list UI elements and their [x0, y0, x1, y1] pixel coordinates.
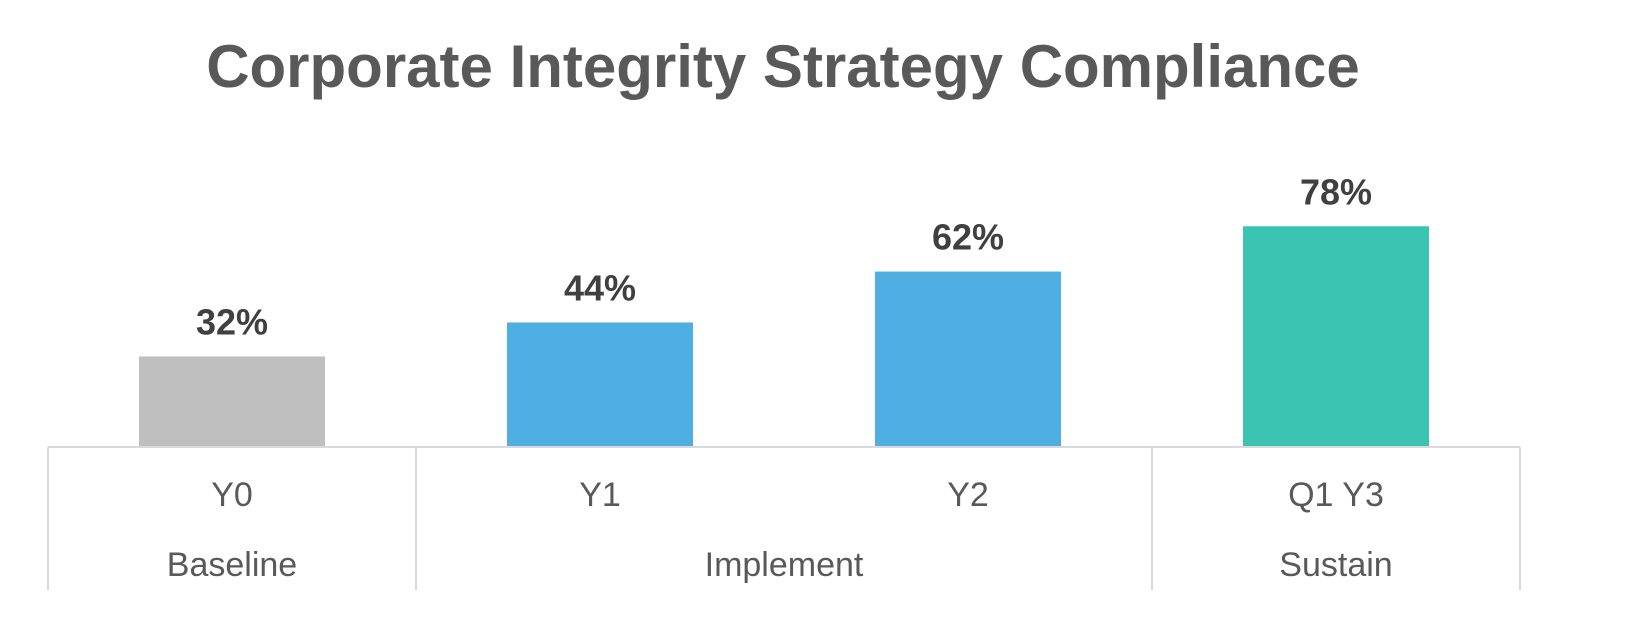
- bar-y1: [507, 322, 693, 447]
- data-label: 32%: [196, 301, 268, 342]
- data-label: 44%: [564, 267, 636, 308]
- bar-y2: [875, 271, 1061, 447]
- group-label: Baseline: [167, 546, 297, 584]
- bar-y0: [139, 356, 325, 447]
- tick-label: Y1: [579, 476, 621, 514]
- tick-label: Y0: [211, 476, 253, 514]
- axis-layer: Y0 Y1 Y2 Q1 Y3 Baseline Implement Sustain: [47, 446, 1521, 590]
- bar-q1-y3: [1243, 226, 1429, 447]
- data-label: 62%: [932, 217, 1004, 258]
- tick-label: Q1 Y3: [1288, 476, 1384, 514]
- tick-label: Y2: [947, 476, 989, 514]
- chart-title: Corporate Integrity Strategy Compliance: [206, 33, 1360, 100]
- data-label: 78%: [1300, 171, 1372, 212]
- bars-layer: 32% 44% 62% 78%: [139, 171, 1429, 447]
- group-label: Implement: [705, 546, 864, 584]
- group-label: Sustain: [1279, 546, 1392, 584]
